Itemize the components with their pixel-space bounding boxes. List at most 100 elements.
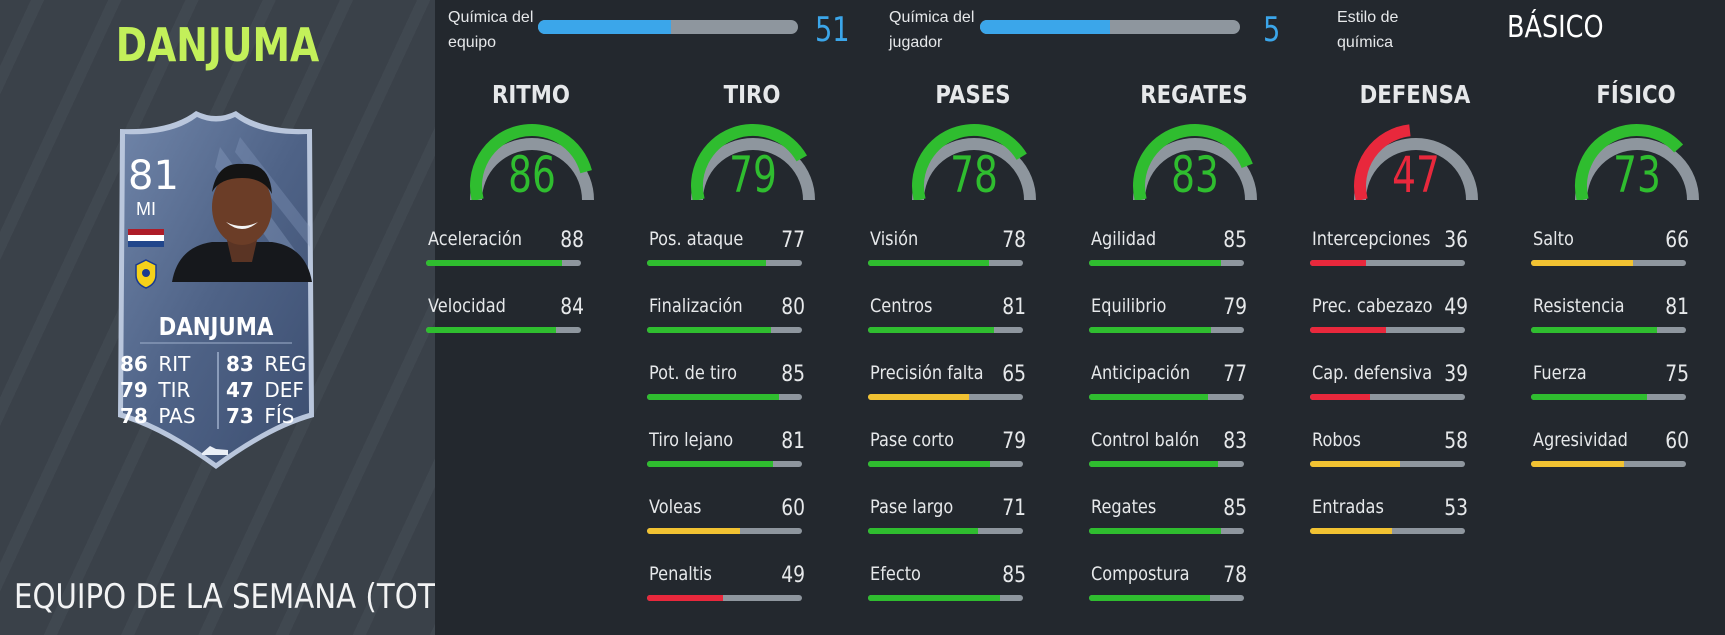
stat-label: Tiro lejano [649,429,734,451]
category-gauge [1133,124,1257,200]
stat-row: Efecto 85 [868,563,1028,603]
stat-value: 77 [781,228,805,253]
stat-bar-fill [868,528,979,534]
stat-bar-fill [1310,394,1371,400]
stat-label: Finalización [649,295,743,317]
stat-bar [1531,327,1686,333]
stat-row: Salto 66 [1531,228,1691,268]
category-value: 86 [508,146,556,204]
stat-bar-fill [647,461,773,467]
stat-bar-fill [1089,528,1221,534]
stat-label: Precisión falta [870,362,984,384]
stat-label: Fuerza [1533,362,1587,384]
stat-label: Efecto [870,563,921,585]
stat-bar-fill [868,260,989,266]
stat-bar-fill [1089,260,1221,266]
category-gauge [470,124,594,200]
category-title: REGATES [1140,80,1248,109]
player-chemistry-fill [980,20,1110,34]
player-chemistry-label: Química del jugador [889,9,975,51]
stat-row: Precisión falta 65 [868,362,1028,402]
stat-bar [1089,260,1244,266]
stat-label: Agilidad [1091,228,1157,250]
category-value: 78 [950,146,998,204]
category-gauge [691,124,815,200]
team-chemistry-label: Química del equipo [448,9,534,51]
stat-row: Pos. ataque 77 [647,228,807,268]
stat-label: Resistencia [1533,295,1625,317]
stat-value: 49 [1444,295,1468,320]
card-stat: 78 PAS [120,404,196,428]
card-stat: 79 TIR [120,378,191,402]
stat-row: Prec. cabezazo 49 [1310,295,1470,335]
category-value: 83 [1171,146,1219,204]
stat-bar-fill [647,260,767,266]
stat-label: Anticipación [1091,362,1191,384]
category-title: FÍSICO [1596,80,1676,109]
stat-label: Agresividad [1533,429,1628,451]
stat-row: Cap. defensiva 39 [1310,362,1470,402]
stat-value: 81 [1002,295,1026,320]
stat-value: 85 [1223,496,1247,521]
stat-row: Centros 81 [868,295,1028,335]
stat-bar [647,528,802,534]
stat-bar [868,327,1023,333]
stat-bar-fill [1310,528,1393,534]
stat-row: Aceleración 88 [426,228,586,268]
stat-bar [1310,260,1465,266]
stat-bar-fill [868,595,1000,601]
stat-bar [1310,394,1465,400]
stat-bar [1089,461,1244,467]
promo-title: EQUIPO DE LA SEMANA (TOTW) [14,577,435,617]
stat-bar [868,260,1023,266]
stat-label: Pase largo [870,496,954,518]
stat-value: 75 [1665,362,1689,387]
stat-value: 85 [781,362,805,387]
stat-row: Anticipación 77 [1089,362,1249,402]
team-chemistry-bar [538,20,798,34]
stat-value: 83 [1223,429,1247,454]
category-title: PASES [935,80,1011,109]
stat-bar [1089,528,1244,534]
stat-row: Velocidad 84 [426,295,586,335]
stat-bar [1089,394,1244,400]
stat-label: Robos [1312,429,1361,451]
gauge-fill [1575,124,1684,200]
stat-row: Pot. de tiro 85 [647,362,807,402]
stat-bar [647,461,802,467]
gauge-fill [470,124,592,200]
stat-value: 53 [1444,496,1468,521]
stat-bar-fill [1089,394,1209,400]
player-photo [172,163,312,282]
category-gauge [1575,124,1699,200]
category-gauge [1354,124,1478,200]
category-gauge [912,124,1036,200]
stat-bar-fill [647,595,723,601]
stat-row: Penaltis 49 [647,563,807,603]
player-chemistry-value: 5 [1263,10,1281,50]
stat-bar-fill [1089,327,1212,333]
stat-label: Entradas [1312,496,1384,518]
stat-bar-fill [647,394,779,400]
stat-value: 78 [1002,228,1026,253]
stat-value: 77 [1223,362,1247,387]
stat-value: 81 [1665,295,1689,320]
stat-value: 66 [1665,228,1689,253]
stat-bar [1531,260,1686,266]
card-stat: 83 REG [226,352,307,376]
stat-value: 81 [781,429,805,454]
stat-bar-fill [1531,394,1648,400]
stat-row: Tiro lejano 81 [647,429,807,469]
stat-value: 79 [1002,429,1026,454]
stat-bar [1531,394,1686,400]
stat-bar [647,394,802,400]
chemistry-style-value[interactable]: BÁSICO [1507,10,1604,45]
stat-value: 78 [1223,563,1247,588]
player-card[interactable]: 81 MI DANJUMA 86 RIT 79 TIR 78 PAS 83 RE… [100,107,332,473]
stat-bar-fill [1089,595,1210,601]
stat-value: 80 [781,295,805,320]
team-chemistry-value: 51 [815,10,850,50]
stat-value: 36 [1444,228,1468,253]
stat-label: Prec. cabezazo [1312,295,1433,317]
stat-label: Velocidad [428,295,506,317]
